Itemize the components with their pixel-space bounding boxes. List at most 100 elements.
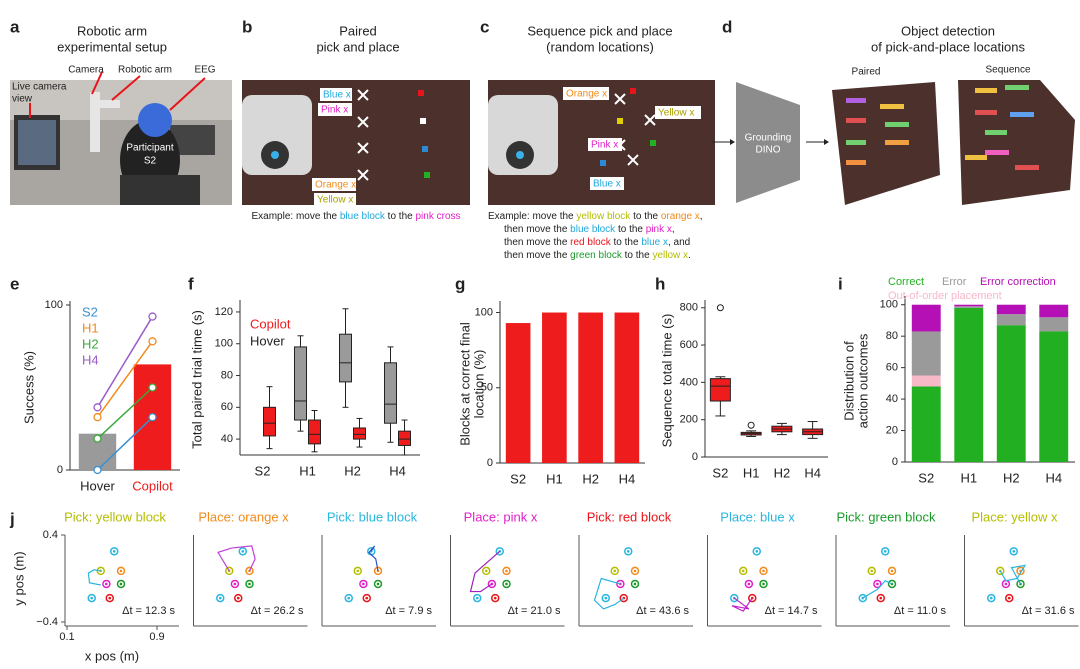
caption-segment: blue block [570,224,616,235]
target-center [747,582,751,586]
trajectory [469,550,501,593]
y-tick-label: 600 [680,339,698,351]
y-axis-label: Total paired trial time (s) [189,310,204,449]
y-axis-label: Success (%) [21,351,36,424]
caption-segment: to the [615,224,646,235]
x-tick-label: S2 [255,463,271,478]
y-tick-label: 800 [680,302,698,314]
subplot-title: Place: yellow x [972,509,1058,524]
annotation: Δt = 11.0 s [894,605,947,617]
image-label: Sequence [985,65,1030,76]
target-center [484,569,488,573]
target-center [1012,550,1016,553]
target-center [347,596,351,600]
caption-segment: red block [570,237,612,248]
photo-label: Camera [68,65,104,76]
target-center [505,582,508,586]
x-tick-label: H1 [960,470,977,485]
target-center [633,569,637,573]
caption-segment: pink x [646,224,672,235]
caption-line: then move the blue block to the pink x, [504,224,675,235]
x-tick-label: H1 [546,471,563,486]
series-line [96,386,154,440]
series-point [148,413,157,422]
y-tick-label: 0 [487,457,493,469]
photo-label: EEG [194,65,215,76]
panel-letter: a [10,17,20,36]
caption-segment: blue x [641,237,668,248]
panel-title: of pick-and-place locations [871,39,1025,54]
target-center [633,582,637,586]
subplot-title: Place: blue x [720,509,795,524]
series-line [96,340,154,418]
photo-label: Yellow x [658,108,694,119]
trajectory [217,545,256,572]
trajectory [999,564,1027,585]
target-center [218,596,222,600]
x-tick-label: H2 [344,463,361,478]
legend-label: Copilot [250,316,291,331]
x-tick-label: S2 [918,470,934,485]
bar [578,312,603,463]
outlier [716,304,724,312]
photo-label: view [12,94,33,105]
caption-line: then move the green block to the yellow … [504,250,691,261]
caption-segment: to the [622,250,653,261]
panel-letter: j [9,509,15,528]
target-center [879,596,883,600]
bar-segment [996,325,1026,462]
y-axis-label: Sequence total time (s) [659,314,674,448]
annotation: Δt = 12.3 s [122,605,175,617]
bar-segment [911,375,941,387]
x-tick-label: 0.9 [149,631,164,643]
bar-segment [911,386,941,462]
y-axis-label: y pos (m) [11,551,26,605]
caption-segment: then move the [504,224,570,235]
box [339,333,352,383]
panel-title: Sequence pick and place [527,23,672,38]
target-center [493,596,497,600]
x-tick-label: Hover [80,478,115,493]
subplot-title: Pick: blue block [327,509,418,524]
panel-letter: e [10,274,19,293]
target-center [365,596,369,600]
target-center [108,596,112,600]
box [294,346,307,421]
target-center [890,569,894,573]
target-center [376,582,380,586]
y-tick-label: 0.4 [43,529,58,541]
model-label: DINO [756,145,781,156]
series-point [93,413,102,422]
panel-title: experimental setup [57,39,167,54]
box [384,362,397,424]
target-center [626,550,630,553]
bar-segment [954,304,984,307]
series-point [148,337,157,346]
y-tick-label: 20 [886,424,898,436]
subplot-title: Pick: red block [587,509,672,524]
annotation: Δt = 14.7 s [765,605,818,617]
bar-segment [911,304,941,332]
trajectory [731,597,753,612]
caption-line: Example: move the yellow block to the or… [488,211,703,222]
y-tick-label: 60 [221,401,233,413]
panel-letter: g [455,274,465,293]
caption-segment: Example: move the [252,211,340,222]
target-center [762,582,765,586]
legend-label: H2 [82,336,99,351]
y-tick-label: 100 [475,306,493,318]
photo-label: Orange x [566,89,607,100]
annotation: Δt = 31.6 s [1022,605,1075,617]
target-center [741,569,745,573]
photo-label: Yellow x [317,195,353,206]
target-center [105,582,108,586]
y-axis-label: Blocks at correct final [457,322,472,446]
target-center [90,596,94,600]
y-tick-label: 100 [880,299,898,311]
bar-segment [954,307,984,462]
x-tick-label: 0.1 [59,631,74,643]
subplot-title: Place: pink x [464,509,538,524]
caption-segment: , and [668,237,690,248]
y-tick-label: 50 [481,382,493,394]
y-tick-label: 0 [692,451,698,463]
